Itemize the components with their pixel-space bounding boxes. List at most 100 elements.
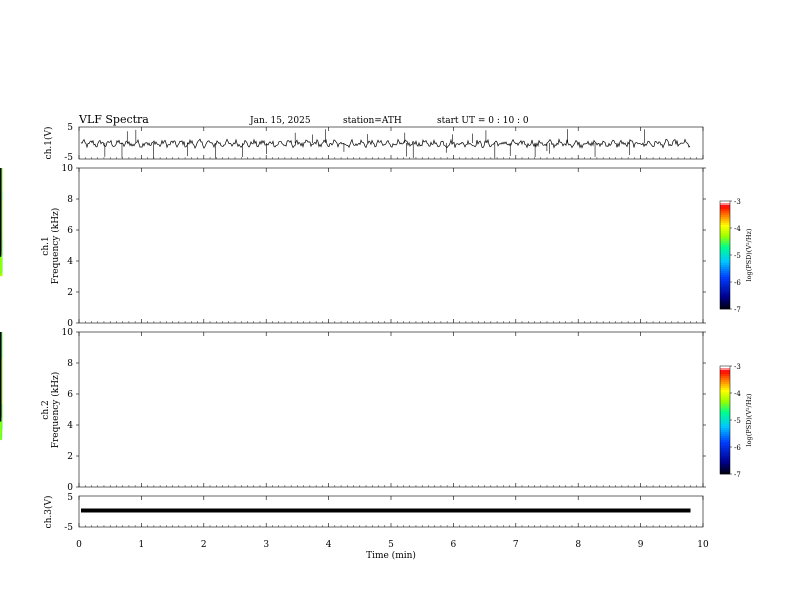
colorbar-step	[720, 259, 730, 262]
colorbar-step	[720, 426, 730, 429]
colorbar-step	[720, 470, 730, 473]
time-tick-label: 9	[638, 540, 644, 550]
colorbar-step	[720, 400, 730, 403]
time-tick-label: 0	[76, 540, 82, 550]
time-tick-label: 8	[575, 540, 581, 550]
colorbar-step	[720, 219, 730, 222]
colorbar-step	[720, 460, 730, 463]
colorbar-step	[720, 390, 730, 393]
colorbar-step	[720, 394, 730, 397]
ch1-spectrogram-image	[0, 168, 3, 277]
colorbar-step	[720, 273, 730, 276]
colorbar-step	[720, 229, 730, 232]
ch2-spectrogram-panel: 0 2 4 6 8 10 ch.2 Frequency (kHz) -3 -4 -5 -6 -7 l…	[0, 328, 753, 493]
colorbar-tick-label: -7	[734, 471, 741, 479]
colorbar-step	[720, 267, 730, 270]
ch1-ytick-top: 5	[67, 123, 73, 133]
figure-title: VLF Spectra	[78, 113, 149, 126]
ch2-spectrogram-image	[0, 332, 3, 441]
freq-tick-label: 6	[67, 226, 73, 236]
spectrogram-dark-streak	[0, 332, 2, 393]
colorbar-step	[720, 285, 730, 288]
colorbar-step	[720, 243, 730, 246]
colorbar-tick-label: -3	[734, 363, 741, 371]
colorbar-tick-label: -5	[734, 417, 741, 425]
time-tick-label: 3	[263, 540, 269, 550]
colorbar-step	[720, 215, 730, 218]
colorbar-step	[720, 458, 730, 461]
ch2-frequency-ticks: 0 2 4 6 8 10	[62, 328, 706, 493]
freq-tick-label: 8	[67, 359, 73, 369]
colorbar-step	[720, 464, 730, 467]
colorbar-step	[720, 372, 730, 375]
colorbar-step	[720, 410, 730, 413]
freq-tick-label: 10	[62, 164, 74, 174]
time-tick-label: 6	[451, 540, 457, 550]
colorbar-step	[720, 231, 730, 234]
colorbar-step	[720, 434, 730, 437]
colorbar-step	[720, 249, 730, 252]
ch1-spectrogram-panel: 0 2 4 6 8 10 ch.1 Frequency (kHz) -3 -4 -5 -6 -7 l…	[0, 164, 753, 329]
colorbar-step	[720, 368, 730, 371]
colorbar-tick-label: -4	[734, 390, 741, 398]
colorbar-tick-label: -6	[734, 279, 741, 287]
colorbar-step	[720, 422, 730, 425]
colorbar-step	[720, 370, 730, 373]
colorbar-step	[720, 472, 730, 475]
colorbar-step	[720, 213, 730, 216]
ch2-freq-label: Frequency (kHz)	[50, 372, 61, 449]
colorbar-step	[720, 305, 730, 308]
colorbar-step	[720, 420, 730, 423]
colorbar-step	[720, 247, 730, 250]
colorbar-step	[720, 281, 730, 284]
ch1-waveform-panel: 5 -5 ch.1(V)	[43, 123, 704, 163]
colorbar-step	[720, 269, 730, 272]
time-tick-label: 7	[513, 540, 519, 550]
colorbar-tick-label: -4	[734, 225, 741, 233]
freq-tick-label: 4	[67, 257, 73, 267]
freq-tick-label: 2	[67, 452, 73, 462]
freq-tick-label: 8	[67, 195, 73, 205]
time-axis-label: Time (min)	[366, 550, 416, 561]
colorbar-step	[720, 374, 730, 377]
spectrogram-dark-streak	[0, 168, 2, 218]
colorbar-step	[720, 418, 730, 421]
colorbar-step	[720, 366, 730, 369]
colorbar-step	[720, 388, 730, 391]
colorbar-step	[720, 289, 730, 292]
colorbar-step	[720, 307, 730, 310]
ch3-ytick-bottom: -5	[64, 523, 73, 533]
ch1-freq-label: Frequency (kHz)	[50, 208, 61, 285]
colorbar-step	[720, 251, 730, 254]
colorbar-step	[720, 235, 730, 238]
colorbar-tick-label: -5	[734, 252, 741, 260]
colorbar-step	[720, 406, 730, 409]
colorbar-step	[720, 223, 730, 226]
time-tick-label: 1	[139, 540, 145, 550]
freq-tick-label: 0	[67, 319, 73, 329]
colorbar-step	[720, 442, 730, 445]
ch1-waveform-trace	[80, 129, 691, 159]
colorbar-step	[720, 271, 730, 274]
date-label: Jan. 15, 2025	[249, 116, 311, 126]
colorbar-step	[720, 245, 730, 248]
ch3-ylabel: ch.3(V)	[43, 496, 54, 529]
colorbar-step	[720, 428, 730, 431]
time-tick-label: 5	[388, 540, 394, 550]
ch1-spectrogram-frame	[78, 167, 704, 324]
colorbar-step	[720, 436, 730, 439]
colorbar-step	[720, 303, 730, 306]
colorbar-step	[720, 209, 730, 212]
colorbar-step	[720, 221, 730, 224]
colorbar-step	[720, 384, 730, 387]
ch1-waveform-line	[80, 138, 691, 149]
colorbar-step	[720, 239, 730, 242]
start-ut-label: start UT = 0 : 10 : 0	[437, 116, 529, 126]
ch1-waveform-frame	[78, 126, 704, 160]
station-label: station=ATH	[343, 116, 402, 126]
colorbar-label: log(PSD)(V²/Hz)	[745, 228, 753, 281]
ch1-ylabel: ch.1(V)	[43, 127, 54, 160]
colorbar-step	[720, 257, 730, 260]
ch1-freq-label-ch: ch.1	[41, 236, 51, 255]
colorbar-step	[720, 386, 730, 389]
